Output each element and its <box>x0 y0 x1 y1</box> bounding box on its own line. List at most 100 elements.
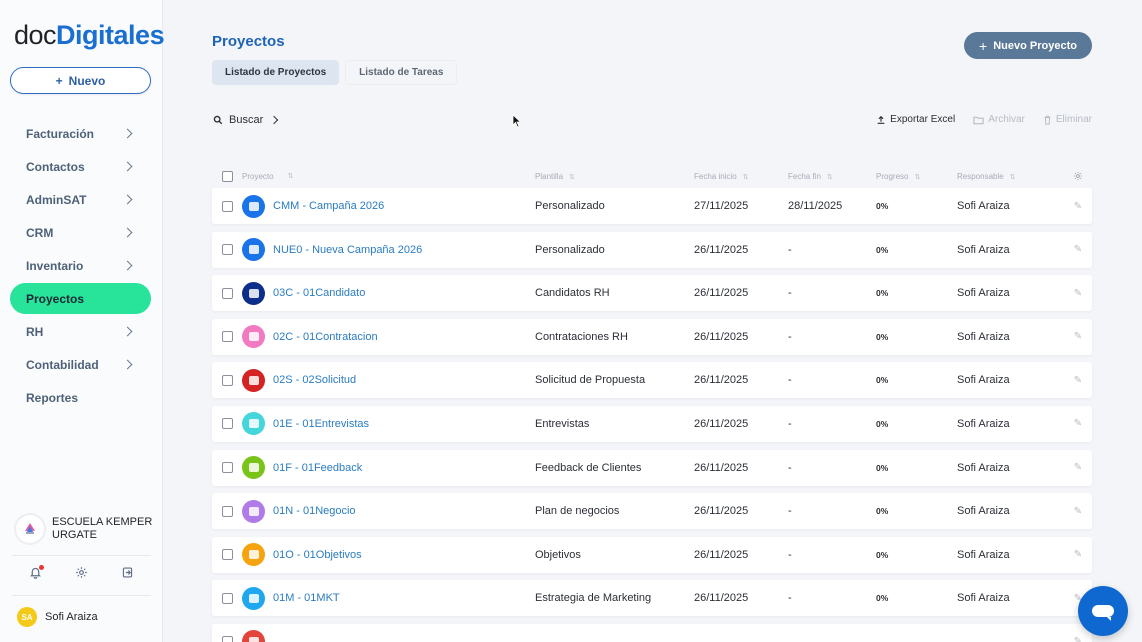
organization-name-line1: ESCUELA KEMPER <box>52 516 153 528</box>
table-row[interactable]: 01E - 01Entrevistas Entrevistas 26/11/2025… <box>212 405 1092 442</box>
column-header-progreso[interactable]: Progreso ⇅ <box>876 172 957 181</box>
owner-cell: Sofi Araiza <box>957 200 1010 212</box>
row-checkbox[interactable] <box>222 200 233 212</box>
sidebar-item-proyectos[interactable]: Proyectos <box>10 283 151 314</box>
organization-logo <box>16 515 44 543</box>
sidebar-item-crm[interactable]: CRM <box>10 216 151 249</box>
project-icon <box>242 368 265 392</box>
project-icon-glyph <box>248 288 259 298</box>
organization-switcher[interactable]: ESCUELA KEMPER URGATE <box>16 515 152 543</box>
project-name-link[interactable]: NUE0 - Nueva Campaña 2026 <box>273 243 423 256</box>
row-checkbox[interactable] <box>222 505 233 517</box>
column-settings-button[interactable] <box>1064 171 1092 181</box>
start-date-cell: 26/11/2025 <box>694 548 749 561</box>
gear-icon <box>1073 171 1083 181</box>
sidebar-item-facturacion[interactable]: Facturación <box>10 117 151 150</box>
start-date-cell: 26/11/2025 <box>694 374 749 387</box>
row-checkbox[interactable] <box>222 418 233 430</box>
table-row[interactable]: 01O - 01Objetivos Objetivos 26/11/2025 - 0% S… <box>212 536 1092 573</box>
edit-pencil-icon[interactable]: ✎ <box>1073 636 1083 642</box>
search-label: Buscar <box>229 114 264 126</box>
sidebar-item-reportes[interactable]: Reportes <box>10 381 151 414</box>
row-checkbox[interactable] <box>222 636 233 642</box>
edit-pencil-icon[interactable]: ✎ <box>1073 418 1083 430</box>
user-profile[interactable]: SA Sofi Araiza <box>17 607 98 627</box>
row-checkbox[interactable] <box>222 462 233 474</box>
table-row[interactable]: CMM - Campaña 2026 Personalizado 27/11/202… <box>212 188 1092 224</box>
project-name-link[interactable]: 01N - 01Negocio <box>273 505 356 518</box>
column-header-responsable[interactable]: Responsable ⇅ <box>957 172 1064 181</box>
row-checkbox[interactable] <box>222 287 233 299</box>
project-name-link[interactable]: 01E - 01Entrevistas <box>273 417 369 430</box>
chat-button[interactable] <box>1078 586 1128 636</box>
plus-icon: + <box>55 73 63 88</box>
project-name-link[interactable]: 01O - 01Objetivos <box>273 548 362 561</box>
edit-pencil-icon[interactable]: ✎ <box>1073 549 1083 561</box>
sort-icon: ⇅ <box>826 173 833 181</box>
project-name-link[interactable]: 03C - 01Candidato <box>273 287 366 300</box>
project-icon-glyph <box>248 593 259 603</box>
project-icon <box>242 586 265 610</box>
project-icon <box>242 281 265 305</box>
archive-label: Archivar <box>988 114 1025 125</box>
row-checkbox[interactable] <box>222 549 233 561</box>
table-row[interactable]: 02C - 01Contratacion Contrataciones RH 26/… <box>212 318 1092 355</box>
sidebar-item-contabilidad[interactable]: Contabilidad <box>10 348 151 381</box>
table-row[interactable]: 03C - 01Candidato Candidatos RH 26/11/2025… <box>212 275 1092 312</box>
row-checkbox[interactable] <box>222 331 233 343</box>
tab-listado-tareas[interactable]: Listado de Tareas <box>345 60 458 85</box>
sidebar-item-rh[interactable]: RH <box>10 315 151 348</box>
edit-pencil-icon[interactable]: ✎ <box>1073 331 1083 343</box>
edit-pencil-icon[interactable]: ✎ <box>1073 287 1083 299</box>
column-header-fecha-inicio[interactable]: Fecha inicio ⇅ <box>694 172 788 181</box>
archive-button[interactable]: Archivar <box>973 114 1025 125</box>
gear-icon[interactable] <box>75 566 88 584</box>
edit-pencil-icon[interactable]: ✎ <box>1073 244 1083 256</box>
project-icon <box>242 412 265 436</box>
sidebar-item-adminsat[interactable]: AdminSAT <box>10 183 151 216</box>
tabs: Listado de Proyectos Listado de Tareas <box>212 60 458 85</box>
export-excel-label: Exportar Excel <box>890 114 956 125</box>
edit-pencil-icon[interactable]: ✎ <box>1073 374 1083 386</box>
project-name-link[interactable]: CMM - Campaña 2026 <box>273 200 385 212</box>
column-header-fecha-fin[interactable]: Fecha fin ⇅ <box>788 172 876 181</box>
search-toggle[interactable]: Buscar <box>213 114 281 126</box>
tab-listado-proyectos[interactable]: Listado de Proyectos <box>212 60 340 85</box>
sidebar-item-inventario[interactable]: Inventario <box>10 249 151 282</box>
new-button[interactable]: + Nuevo <box>10 67 151 94</box>
chevron-right-icon <box>122 194 133 205</box>
edit-pencil-icon[interactable]: ✎ <box>1073 592 1083 604</box>
table-row[interactable]: 01N - 01Negocio Plan de negocios 26/11/202… <box>212 493 1092 530</box>
edit-pencil-icon[interactable]: ✎ <box>1073 505 1083 517</box>
select-all-checkbox[interactable] <box>222 170 233 182</box>
row-checkbox[interactable] <box>222 244 233 256</box>
organization-name-line2: URGATE <box>52 529 98 541</box>
project-icon-glyph <box>248 506 259 516</box>
project-name-link[interactable]: 01F - 01Feedback <box>273 461 363 474</box>
project-name-link[interactable]: 02C - 01Contratacion <box>273 330 378 343</box>
row-checkbox[interactable] <box>222 592 233 604</box>
edit-pencil-icon[interactable]: ✎ <box>1073 462 1083 474</box>
project-name-link[interactable]: 02S - 02Solicitud <box>273 374 357 387</box>
new-project-button[interactable]: + Nuevo Proyecto <box>964 32 1092 59</box>
table-row[interactable]: ✎ <box>212 623 1092 642</box>
table-row[interactable]: 01F - 01Feedback Feedback de Clientes 26/1… <box>212 449 1092 486</box>
edit-pencil-icon[interactable]: ✎ <box>1073 200 1083 212</box>
table-row[interactable]: NUE0 - Nueva Campaña 2026 Personalizado 26… <box>212 231 1092 268</box>
export-excel-button[interactable]: Exportar Excel <box>876 114 955 125</box>
project-name-link[interactable]: 01M - 01MKT <box>273 592 340 605</box>
progress-cell: 0% <box>876 549 889 560</box>
bell-icon[interactable] <box>29 565 44 584</box>
column-header-plantilla[interactable]: Plantilla ⇅ <box>535 172 694 181</box>
table-row[interactable]: 02S - 02Solicitud Solicitud de Propuesta 2… <box>212 362 1092 399</box>
progress-cell: 0% <box>876 288 889 299</box>
trash-icon <box>1044 115 1051 125</box>
row-checkbox[interactable] <box>222 374 233 386</box>
column-header-proyecto[interactable]: Proyecto ⇅ <box>242 172 535 181</box>
brand-logo[interactable]: docDigitales <box>14 20 165 51</box>
column-label: Progreso <box>876 171 909 181</box>
sidebar-item-contactos[interactable]: Contactos <box>10 150 151 183</box>
logout-icon[interactable] <box>121 566 134 584</box>
delete-button[interactable]: Eliminar <box>1043 114 1092 125</box>
table-row[interactable]: 01M - 01MKT Estrategia de Marketing 26/11/… <box>212 580 1092 617</box>
